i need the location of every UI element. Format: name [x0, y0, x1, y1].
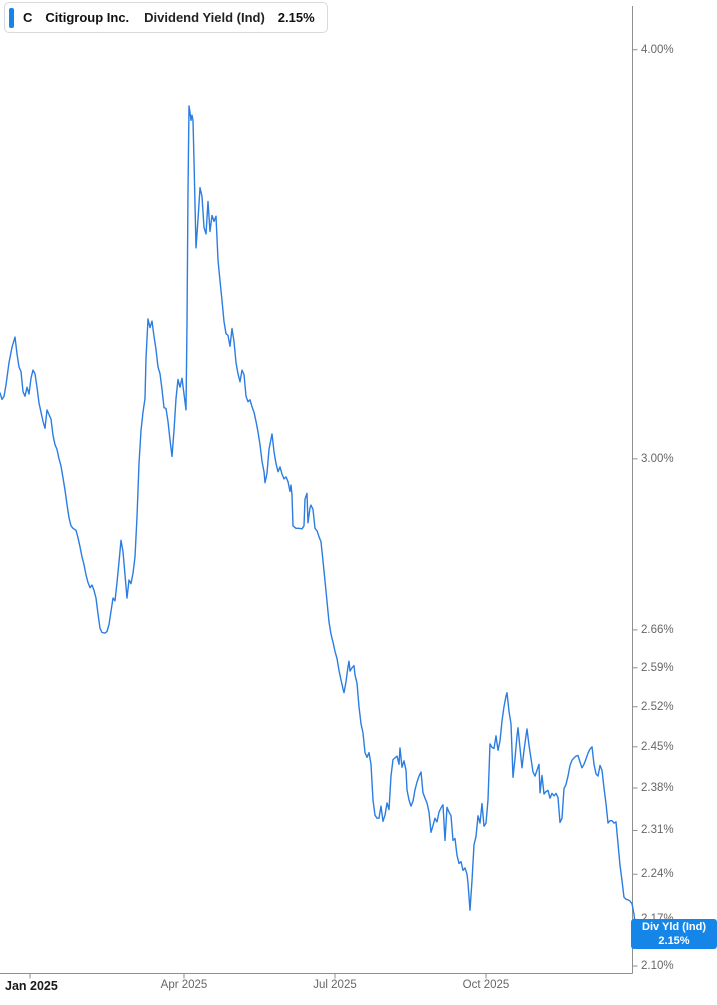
ticker-symbol: C — [23, 10, 33, 25]
current-value: 2.15% — [277, 10, 315, 25]
x-axis-label: Jul 2025 — [313, 979, 357, 991]
last-value-badge-value: 2.15% — [658, 935, 690, 947]
x-axis-label: Oct 2025 — [462, 979, 510, 991]
y-axis-label: 2.10% — [641, 960, 674, 972]
y-axis-label: 2.45% — [641, 740, 674, 753]
series-color-bar-icon — [9, 7, 14, 28]
y-axis-label: 2.52% — [641, 700, 674, 713]
y-axis-label: 4.00% — [641, 43, 674, 56]
x-axis-label: Jan 2025 — [5, 979, 58, 993]
last-value-badge: Div Yld (Ind) 2.15% — [631, 919, 717, 949]
x-axis-label: Apr 2025 — [160, 979, 208, 991]
last-value-badge-metric: Div Yld (Ind) — [642, 921, 706, 933]
y-axis-label: 2.66% — [641, 623, 674, 636]
y-axis-label: 2.31% — [641, 824, 674, 837]
y-axis-label: 3.00% — [641, 452, 674, 465]
y-axis-label: 2.59% — [641, 661, 674, 674]
company-name: Citigroup Inc. — [45, 10, 130, 25]
y-axis-label: 2.24% — [641, 868, 674, 881]
y-axis-label: 2.38% — [641, 782, 674, 795]
dividend-yield-line-series — [0, 105, 637, 933]
chart-legend-card: C Citigroup Inc. Dividend Yield (Ind) 2.… — [4, 2, 328, 33]
metric-name: Dividend Yield (Ind) — [144, 10, 265, 25]
